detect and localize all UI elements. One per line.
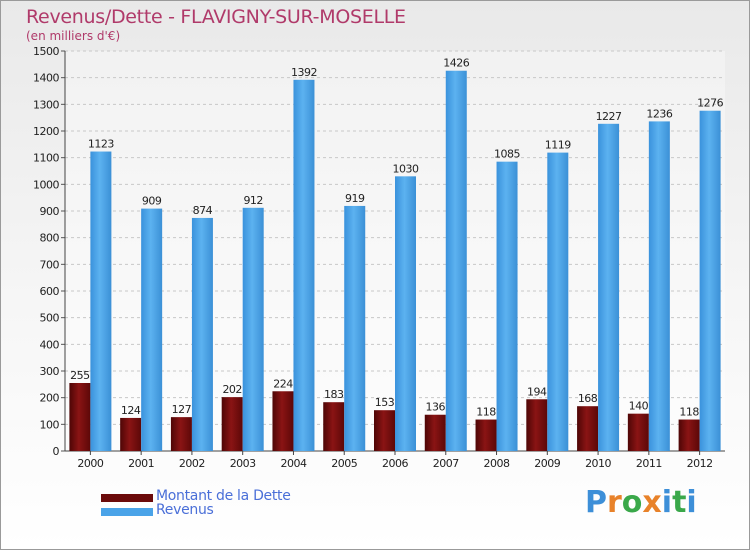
chart-subtitle: (en milliers d'€) [26, 29, 121, 43]
y-tick-label: 200 [40, 392, 60, 405]
bar-revenue-2012 [699, 110, 721, 451]
bar-debt-2002 [170, 417, 192, 451]
y-tick-label: 300 [40, 365, 60, 378]
x-tick-label: 2010 [585, 457, 611, 470]
data-label-revenue-2001: 909 [142, 195, 162, 208]
x-tick-label: 2006 [382, 457, 408, 470]
data-label-debt-2010: 168 [578, 392, 598, 405]
data-label-debt-2008: 118 [476, 406, 496, 419]
bar-revenue-2000 [90, 151, 112, 452]
bar-debt-2008 [475, 419, 497, 451]
y-tick-label: 1400 [33, 72, 59, 85]
data-label-revenue-2002: 874 [193, 204, 213, 217]
bar-revenue-2005 [344, 205, 366, 451]
logo-letter: i [686, 485, 697, 520]
bar-revenue-2003 [242, 207, 264, 451]
y-tick-label: 1000 [33, 178, 59, 191]
y-tick-label: 1300 [33, 98, 59, 111]
x-tick-label: 2001 [128, 457, 154, 470]
data-label-debt-2004: 224 [273, 377, 293, 390]
y-tick-label: 900 [40, 205, 60, 218]
legend-swatch-revenue [101, 508, 153, 516]
data-label-debt-2012: 118 [679, 406, 699, 419]
bar-revenue-2008 [496, 161, 518, 451]
bar-debt-2003 [221, 397, 243, 451]
x-tick-label: 2009 [534, 457, 560, 470]
x-tick-label: 2000 [77, 457, 103, 470]
bar-debt-2009 [526, 399, 548, 451]
bar-revenue-2010 [598, 123, 620, 452]
x-tick-label: 2007 [433, 457, 459, 470]
data-label-revenue-2000: 1123 [88, 138, 114, 151]
data-label-revenue-2012: 1276 [697, 97, 723, 110]
y-tick-label: 1100 [33, 152, 59, 165]
bar-revenue-2004 [293, 79, 315, 452]
bar-revenue-2006 [395, 176, 416, 452]
logo-letter: t [672, 485, 687, 520]
logo-letter: P [585, 485, 607, 520]
data-label-debt-2000: 255 [70, 369, 90, 382]
proxiti-logo: Proxiti [585, 485, 697, 520]
data-label-debt-2003: 202 [222, 383, 242, 396]
y-tick-label: 0 [53, 445, 60, 458]
logo-letter: x [642, 485, 662, 520]
legend-label-debt: Montant de la Dette [156, 488, 291, 504]
y-tick-label: 1200 [33, 125, 59, 138]
x-tick-label: 2004 [280, 457, 306, 470]
data-label-debt-2009: 194 [527, 385, 547, 398]
y-tick-label: 800 [40, 232, 60, 245]
data-label-debt-2011: 140 [629, 400, 649, 413]
data-label-revenue-2007: 1426 [443, 57, 469, 70]
data-label-revenue-2011: 1236 [646, 107, 672, 120]
y-tick-label: 700 [40, 258, 60, 271]
data-label-debt-2006: 153 [375, 396, 395, 409]
bar-debt-2001 [120, 417, 142, 451]
data-label-debt-2007: 136 [426, 401, 446, 414]
data-label-revenue-2008: 1085 [494, 148, 520, 161]
bar-revenue-2002 [191, 217, 213, 451]
bar-debt-2005 [323, 402, 345, 451]
bar-debt-2010 [577, 406, 599, 451]
logo-letter: r [607, 485, 622, 520]
y-tick-label: 1500 [33, 45, 59, 58]
data-label-revenue-2004: 1392 [291, 66, 317, 79]
bar-debt-2012 [678, 419, 700, 451]
x-tick-label: 2002 [179, 457, 205, 470]
data-label-debt-2001: 124 [121, 404, 141, 417]
bar-debt-2000 [69, 383, 91, 451]
x-tick-label: 2008 [484, 457, 510, 470]
x-tick-label: 2003 [230, 457, 256, 470]
data-label-debt-2005: 183 [324, 388, 344, 401]
y-tick-label: 500 [40, 312, 60, 325]
data-label-revenue-2005: 919 [345, 192, 365, 205]
bar-revenue-2009 [547, 152, 569, 451]
bar-debt-2011 [627, 413, 649, 451]
data-label-revenue-2010: 1227 [596, 110, 622, 123]
data-label-revenue-2009: 1119 [545, 139, 571, 152]
y-tick-label: 100 [40, 418, 60, 431]
bar-revenue-2001 [141, 208, 163, 451]
bar-debt-2006 [374, 410, 395, 451]
chart-title: Revenus/Dette - FLAVIGNY-SUR-MOSELLE [26, 6, 406, 28]
x-tick-label: 2012 [687, 457, 713, 470]
bar-revenue-2007 [445, 70, 467, 451]
bar-debt-2004 [272, 391, 294, 451]
data-label-revenue-2006: 1030 [393, 162, 419, 175]
data-label-debt-2002: 127 [172, 403, 192, 416]
logo-letter: i [661, 485, 673, 520]
legend-label-revenue: Revenus [156, 502, 214, 518]
y-tick-label: 400 [40, 338, 60, 351]
bar-revenue-2011 [648, 121, 670, 452]
legend-swatch-debt [101, 494, 153, 502]
data-label-revenue-2003: 912 [243, 194, 263, 207]
y-tick-label: 600 [40, 285, 60, 298]
bar-debt-2007 [424, 414, 446, 451]
x-tick-label: 2005 [331, 457, 357, 470]
logo-letter: o [621, 485, 643, 520]
x-tick-label: 2011 [636, 457, 662, 470]
